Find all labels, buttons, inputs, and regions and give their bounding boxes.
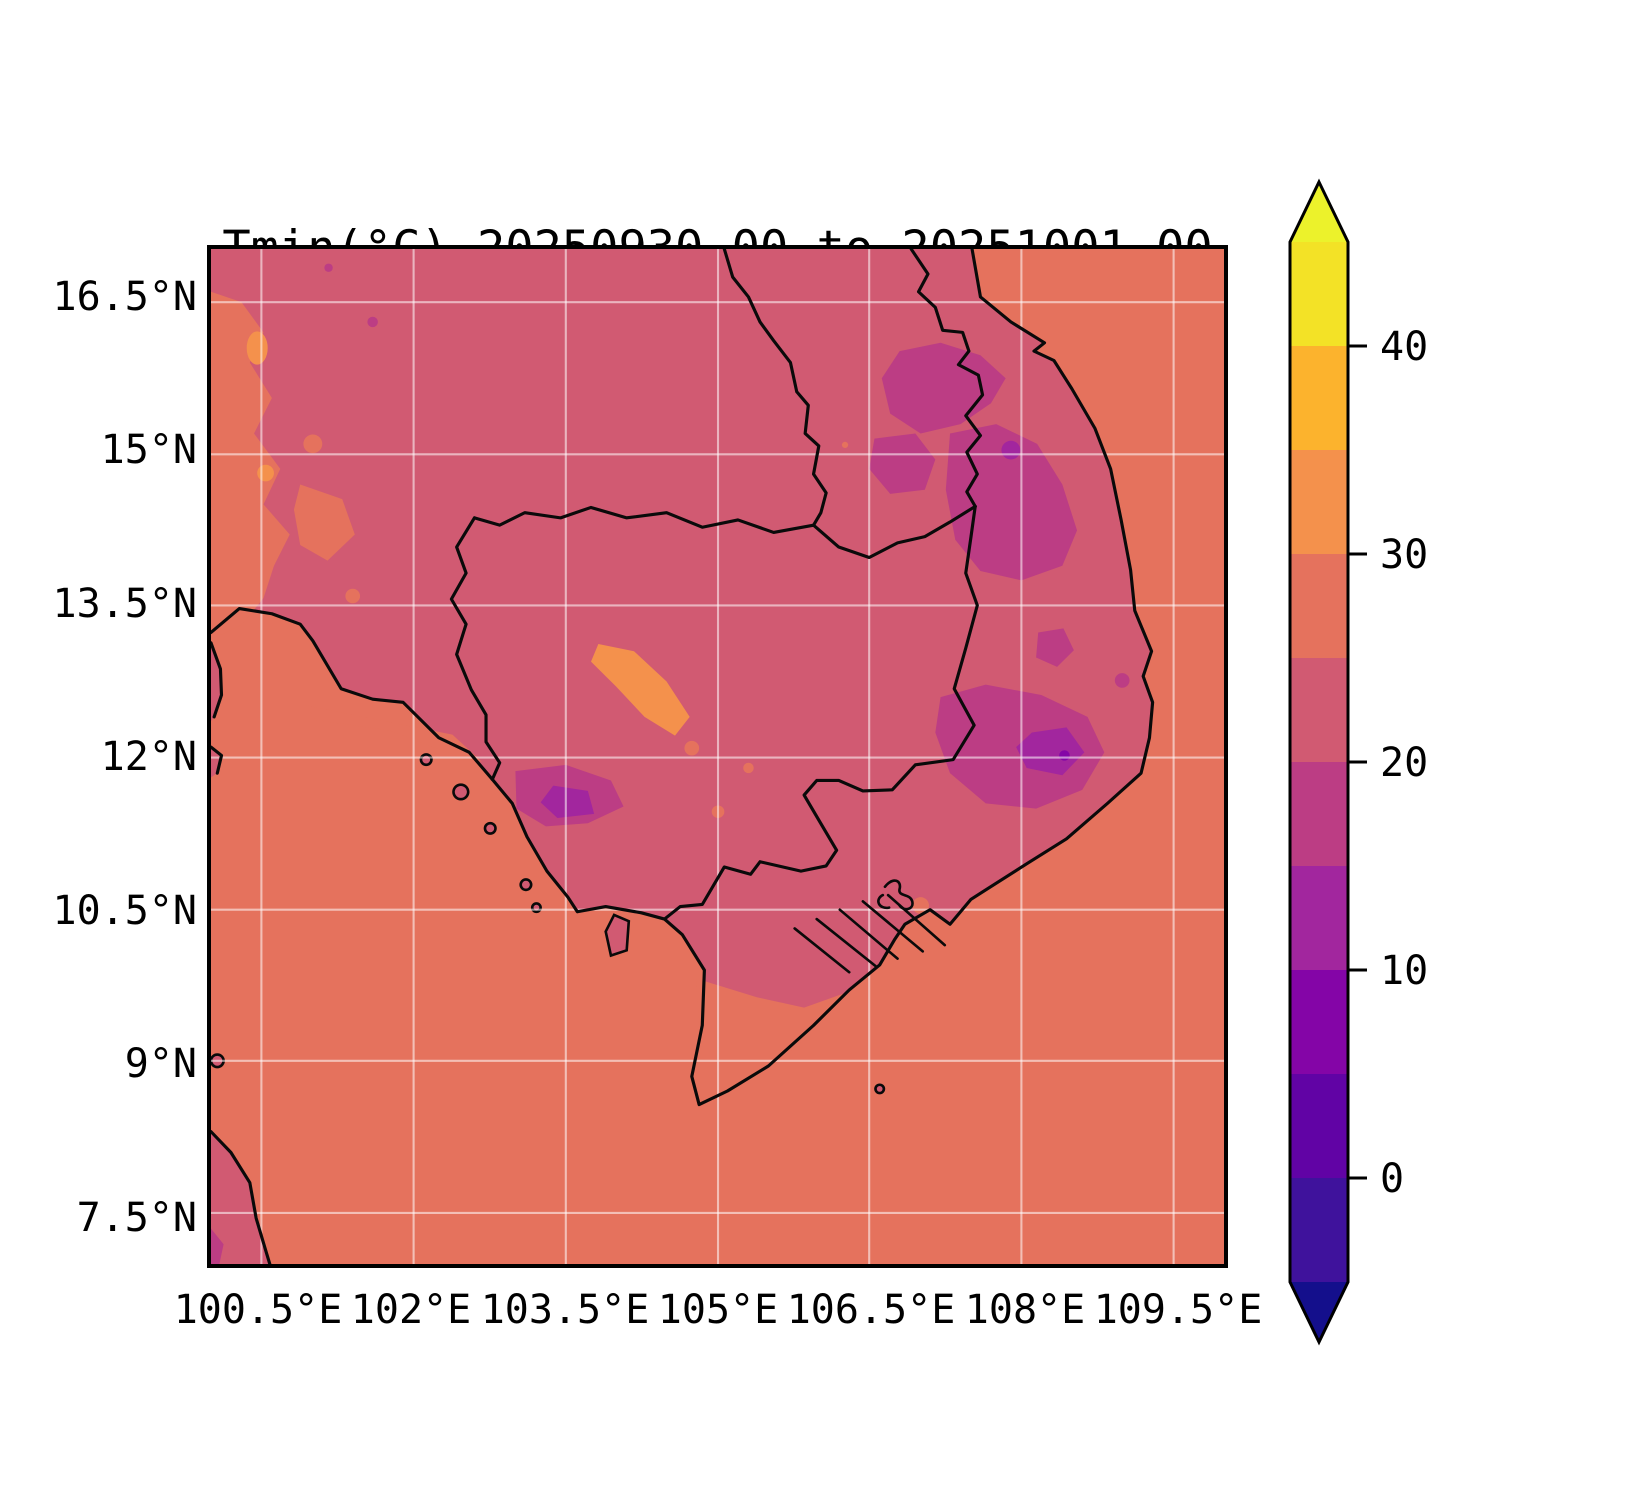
colorbar-segment xyxy=(1290,242,1348,346)
map-axes xyxy=(207,245,1228,1268)
colorbar-tick-label: 20 xyxy=(1380,740,1428,786)
y-axis-tick-label: 15°N xyxy=(100,427,197,473)
colorbar-over-arrow xyxy=(1290,182,1348,242)
koh-rong-island xyxy=(519,878,533,892)
colorbar: 40 30 20 10 0 xyxy=(1288,178,1428,1346)
thailand-cambodia-west-border xyxy=(449,516,502,781)
laos-vietnam-border xyxy=(909,249,985,508)
x-axis-tick-label: 100.5°E xyxy=(173,1287,343,1333)
x-axis-tick-label: 109.5°E xyxy=(1093,1287,1263,1333)
saigon-river-squiggle xyxy=(877,879,914,911)
y-axis-tick-label: 13.5°N xyxy=(52,581,198,627)
contour-15-20-patches xyxy=(211,263,1130,1264)
colorbar-segment xyxy=(1290,450,1348,554)
malay-peninsula xyxy=(211,1131,270,1264)
colorbar-tick-label: 30 xyxy=(1380,532,1428,578)
cambodia-north-border xyxy=(472,504,977,560)
colorbar-segment xyxy=(1290,1074,1348,1178)
colorbar-segment xyxy=(1290,1178,1348,1282)
colorbar-ticks xyxy=(1348,344,1367,1180)
x-axis-tick-label: 102°E xyxy=(350,1287,472,1333)
y-axis-tick-label: 16.5°N xyxy=(52,274,198,320)
x-axis-tick-label: 103.5°E xyxy=(480,1287,650,1333)
tonle-sap-warm-area xyxy=(591,643,690,736)
colorbar-segment xyxy=(1290,658,1348,762)
y-axis-tick-label: 10.5°N xyxy=(52,888,198,934)
y-axis-tick-label: 7.5°N xyxy=(76,1195,197,1241)
x-axis-tick-label: 108°E xyxy=(964,1287,1086,1333)
peninsula-coastline xyxy=(211,1130,272,1264)
ko-kut-island xyxy=(452,783,470,801)
x-axis-tick-label: 105°E xyxy=(657,1287,779,1333)
thailand-laos-border xyxy=(722,249,828,527)
con-dao-island xyxy=(874,1083,886,1095)
annamite-north-patch xyxy=(881,342,1006,434)
y-axis-tick-label: 12°N xyxy=(100,734,197,780)
coastlines xyxy=(211,249,1155,1264)
colorbar-segment xyxy=(1290,554,1348,658)
ko-chang-island xyxy=(419,753,433,767)
colorbar-segment xyxy=(1290,970,1348,1074)
phu-quoc-island xyxy=(604,913,631,958)
colorbar-segments xyxy=(1290,242,1348,1282)
colorbar-outline xyxy=(1288,178,1350,1346)
y-axis-tick-label: 9°N xyxy=(124,1041,197,1087)
islands xyxy=(211,753,886,1095)
x-axis-tick-label: 106.5°E xyxy=(786,1287,956,1333)
colorbar-segment xyxy=(1290,346,1348,450)
colorbar-segment xyxy=(1290,762,1348,866)
kontum-highlands-patch xyxy=(945,424,1078,581)
contour-25-30-patches xyxy=(211,291,930,1104)
map-canvas xyxy=(211,249,1224,1264)
colorbar-tick-label: 10 xyxy=(1380,948,1428,994)
contour-5-10-spot xyxy=(1059,750,1070,761)
colorbar-segment xyxy=(1290,866,1348,970)
koh-kong-island xyxy=(483,821,497,835)
colorbar-under-arrow xyxy=(1290,1282,1348,1342)
colorbar-tick-label: 0 xyxy=(1380,1156,1404,1202)
vietnam-cambodia-thailand-coastline xyxy=(211,249,1155,1107)
country-borders xyxy=(449,249,985,921)
graticule xyxy=(211,249,1224,1264)
cambodia-vietnam-border xyxy=(662,504,979,921)
colorbar-tick-label: 40 xyxy=(1380,324,1428,370)
